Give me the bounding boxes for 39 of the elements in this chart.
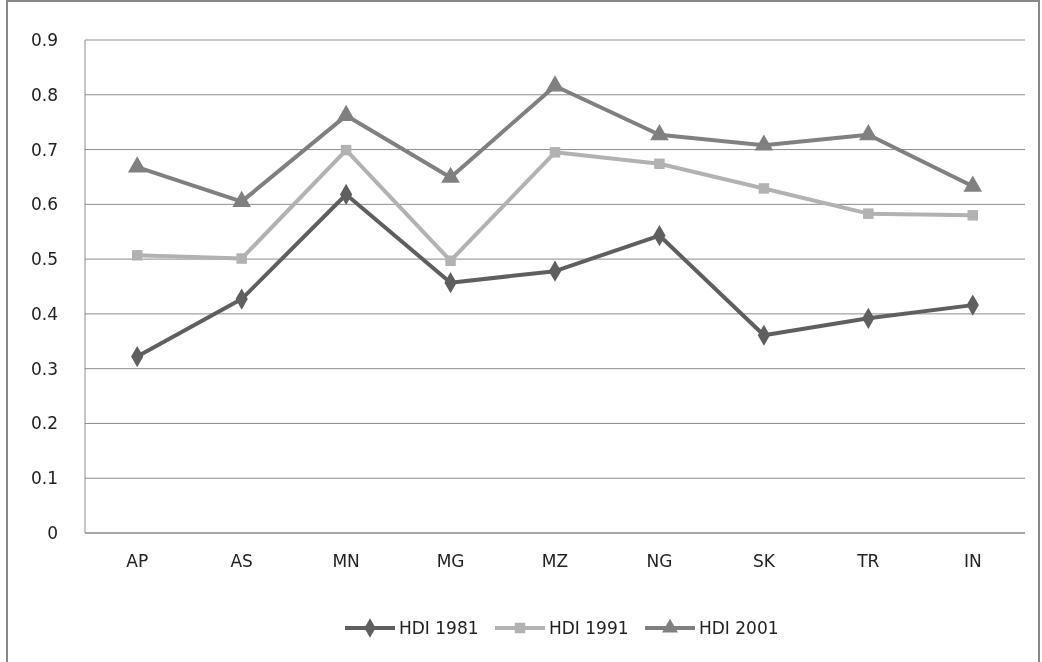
y-tick-label: 0.2: [30, 413, 58, 434]
y-tick-label: 0.1: [30, 468, 58, 489]
y-tick-label: 0.8: [30, 84, 58, 105]
y-tick-label: 0.3: [30, 358, 58, 379]
legend-label: HDI 2001: [699, 617, 779, 638]
point: [963, 175, 983, 192]
point: [340, 144, 352, 156]
y-tick-label: 0.5: [30, 249, 58, 270]
point: [967, 210, 979, 221]
x-tick-label: AP: [126, 551, 149, 571]
x-tick-label: SK: [752, 551, 776, 571]
x-tick-label: MG: [436, 551, 465, 571]
point: [859, 124, 878, 141]
x-tick-label: AS: [230, 551, 253, 571]
point: [445, 255, 456, 266]
y-tick-label: 0.9: [30, 29, 58, 50]
point: [549, 147, 561, 158]
point: [758, 183, 770, 194]
point: [863, 208, 874, 219]
legend-label: HDI 1981: [399, 617, 479, 638]
point: [654, 158, 665, 170]
y-tick-label: 0.4: [30, 303, 58, 324]
point: [650, 124, 669, 141]
y-tick-label: 0.7: [30, 139, 58, 160]
point: [127, 156, 147, 173]
point: [545, 75, 565, 92]
x-tick-label: IN: [963, 551, 982, 571]
point: [754, 134, 774, 151]
x-tick-label: TR: [856, 551, 880, 571]
point: [336, 104, 356, 121]
y-tick-label: 0: [47, 522, 58, 543]
legend-label: HDI 1991: [549, 617, 629, 638]
x-tick-label: MN: [332, 551, 360, 571]
point: [131, 250, 143, 261]
x-tick-label: MZ: [541, 551, 569, 571]
y-tick-label: 0.6: [30, 194, 58, 215]
point: [236, 253, 247, 264]
point: [441, 166, 460, 183]
x-tick-label: NG: [646, 551, 673, 571]
